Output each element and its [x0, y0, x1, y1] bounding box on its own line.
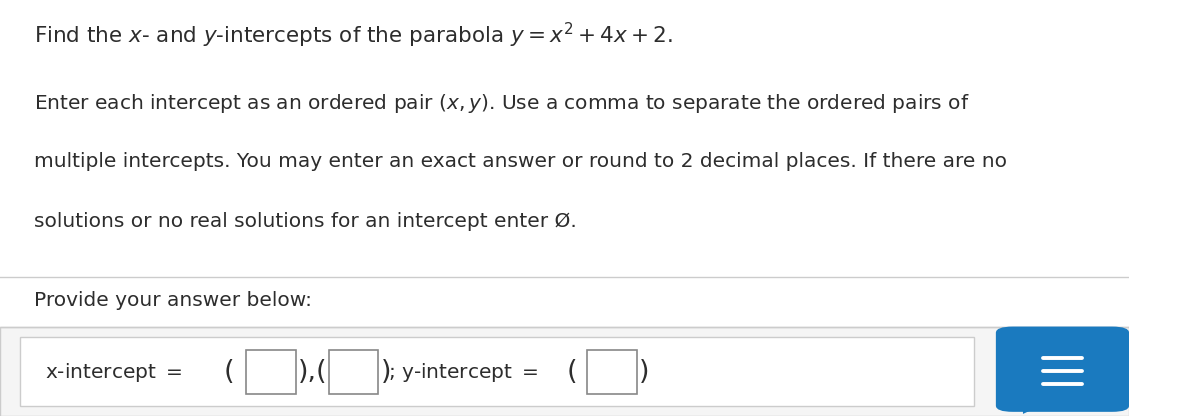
- FancyBboxPatch shape: [329, 350, 378, 394]
- Text: ): ): [640, 359, 649, 385]
- FancyBboxPatch shape: [996, 327, 1129, 412]
- Text: x-intercept $=$: x-intercept $=$: [46, 361, 182, 384]
- FancyBboxPatch shape: [587, 350, 637, 394]
- Polygon shape: [1022, 406, 1042, 414]
- Text: ): ): [380, 359, 391, 385]
- Text: solutions or no real solutions for an intercept enter Ø.: solutions or no real solutions for an in…: [34, 212, 577, 231]
- Text: multiple intercepts. You may enter an exact answer or round to 2 decimal places.: multiple intercepts. You may enter an ex…: [34, 152, 1007, 171]
- Text: ; y-intercept $=$: ; y-intercept $=$: [389, 361, 539, 384]
- Text: (: (: [223, 359, 234, 385]
- FancyBboxPatch shape: [20, 337, 974, 406]
- Text: Enter each intercept as an ordered pair $(x, y)$. Use a comma to separate the or: Enter each intercept as an ordered pair …: [34, 92, 970, 114]
- Text: (: (: [566, 359, 577, 385]
- Text: Provide your answer below:: Provide your answer below:: [34, 291, 312, 310]
- Text: Find the $x$- and $y$-intercepts of the parabola $y = x^2 + 4x + 2$.: Find the $x$- and $y$-intercepts of the …: [34, 21, 672, 50]
- Text: ),(: ),(: [298, 359, 328, 385]
- FancyBboxPatch shape: [0, 327, 1129, 416]
- FancyBboxPatch shape: [246, 350, 296, 394]
